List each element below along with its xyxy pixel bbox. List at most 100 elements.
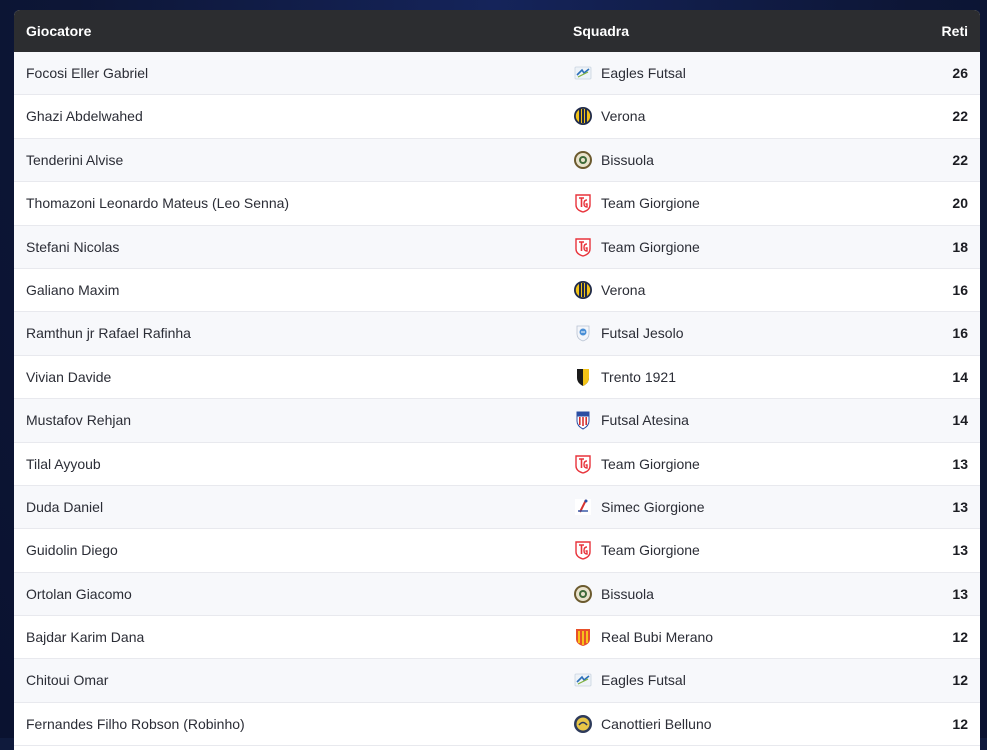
team-cell[interactable]: Team Giorgione (573, 540, 700, 561)
column-header-player[interactable]: Giocatore (26, 23, 92, 39)
goals-count: 14 (952, 368, 968, 385)
table-row[interactable]: Ortolan Giacomo Bissuola 13 (14, 572, 980, 617)
column-header-goals[interactable]: Reti (941, 23, 968, 39)
player-name[interactable]: Chitoui Omar (26, 672, 109, 689)
team-name[interactable]: Verona (601, 281, 646, 298)
team-cell[interactable]: Eagles Futsal (573, 63, 686, 83)
team-cell[interactable]: Trento 1921 (573, 367, 676, 387)
team-name[interactable]: Team Giorgione (601, 238, 700, 255)
player-name[interactable]: Mustafov Rehjan (26, 412, 132, 429)
player-name[interactable]: Thomazoni Leonardo Mateus (Leo Senna) (26, 195, 290, 212)
team-name[interactable]: Team Giorgione (601, 195, 700, 212)
table-row[interactable]: Stefani Nicolas Team Giorgione 18 (14, 225, 980, 269)
goals-count: 22 (952, 151, 968, 168)
goals-count: 16 (952, 281, 968, 298)
player-name[interactable]: Tenderini Alvise (26, 151, 124, 168)
team-cell[interactable]: Real Bubi Merano (573, 627, 713, 647)
player-name[interactable]: Focosi Eller Gabriel (26, 65, 149, 81)
table-row[interactable]: Tenderini Alvise Bissuola 22 (14, 138, 980, 183)
verona-logo-icon (573, 106, 593, 126)
goals-count: 26 (952, 65, 968, 81)
table-header: Giocatore Squadra Reti (14, 10, 980, 52)
team-name[interactable]: Canottieri Belluno (601, 715, 712, 732)
player-name[interactable]: Ghazi Abdelwahed (26, 108, 143, 125)
team-cell[interactable]: Team Giorgione (573, 454, 700, 474)
table-row[interactable]: Ramthun jr Rafael Rafinha Futsal Jesolo 16 (14, 312, 980, 356)
team-name[interactable]: Team Giorgione (601, 542, 700, 559)
team-giorgione-logo-icon (573, 237, 593, 257)
team-name[interactable]: Eagles Futsal (601, 65, 686, 81)
trento-logo-icon (573, 367, 593, 387)
team-name[interactable]: Bissuola (601, 151, 654, 168)
goals-count: 13 (952, 498, 968, 515)
player-name[interactable]: Guidolin Diego (26, 542, 118, 559)
table-row[interactable]: Thomazoni Leonardo Mateus (Leo Senna) Tea… (14, 182, 980, 226)
table-row[interactable]: Guidolin Diego Team Giorgione 13 (14, 529, 980, 573)
goals-count: 20 (952, 195, 968, 212)
table-row[interactable]: Bajdar Karim Dana Real Bubi Merano 12 (14, 616, 980, 660)
bissuola-logo-icon (573, 584, 593, 604)
table-row[interactable]: Fernandes Filho Robson (Robinho) Canottie… (14, 702, 980, 747)
verona-logo-icon (573, 280, 593, 300)
table-row[interactable]: Chitoui Omar Eagles Futsal 12 (14, 659, 980, 703)
table-row[interactable]: Tilal Ayyoub Team Giorgione 13 (14, 442, 980, 486)
goals-count: 22 (952, 108, 968, 125)
eagles-logo-icon (573, 670, 593, 690)
team-giorgione-logo-icon (573, 540, 593, 561)
team-giorgione-logo-icon (573, 454, 593, 474)
team-name[interactable]: Real Bubi Merano (601, 629, 714, 646)
team-cell[interactable]: Simec Giorgione (573, 497, 705, 517)
goals-count: 13 (952, 455, 968, 472)
player-name[interactable]: Ortolan Giacomo (26, 585, 132, 602)
team-cell[interactable]: Verona (573, 280, 645, 300)
team-cell[interactable]: Futsal Atesina (573, 410, 689, 430)
simec-logo-icon (573, 497, 593, 517)
team-giorgione-logo-icon (573, 193, 593, 213)
merano-logo-icon (573, 627, 593, 647)
goals-count: 14 (952, 412, 968, 429)
player-name[interactable]: Bajdar Karim Dana (26, 629, 145, 646)
goals-count: 12 (952, 672, 968, 689)
table-row[interactable]: Ghazi Abdelwahed Verona 22 (14, 95, 980, 139)
player-name[interactable]: Tilal Ayyoub (26, 455, 101, 472)
goals-count: 13 (952, 542, 968, 559)
team-name[interactable]: Team Giorgione (601, 455, 700, 472)
team-cell[interactable]: Bissuola (573, 150, 654, 170)
team-name[interactable]: Verona (601, 108, 646, 125)
bissuola-logo-icon (573, 150, 593, 170)
goals-count: 18 (952, 238, 968, 255)
player-name[interactable]: Stefani Nicolas (26, 238, 120, 255)
belluno-logo-icon (573, 714, 593, 734)
team-cell[interactable]: Canottieri Belluno (573, 714, 712, 734)
team-cell[interactable]: Team Giorgione (573, 237, 700, 257)
team-name[interactable]: Simec Giorgione (601, 498, 705, 515)
team-cell[interactable]: Eagles Futsal (573, 670, 686, 690)
jesolo-logo-icon (573, 323, 593, 343)
team-cell[interactable]: Futsal Jesolo (573, 323, 683, 343)
player-name[interactable]: Fernandes Filho Robson (Robinho) (26, 715, 245, 732)
team-cell[interactable]: Bissuola (573, 584, 654, 604)
team-name[interactable]: Futsal Jesolo (601, 325, 684, 342)
column-header-team[interactable]: Squadra (573, 23, 630, 39)
team-name[interactable]: Bissuola (601, 585, 654, 602)
table-row[interactable]: Mustafov Rehjan Futsal Atesina 14 (14, 399, 980, 443)
scorers-table: Giocatore Squadra Reti Focosi Eller Gabr… (14, 10, 980, 750)
player-name[interactable]: Duda Daniel (26, 498, 104, 515)
team-name[interactable]: Trento 1921 (601, 368, 676, 385)
table-row[interactable]: Duda Daniel Simec Giorgione 13 (14, 485, 980, 530)
team-cell[interactable]: Verona (573, 106, 645, 126)
player-name[interactable]: Ramthun jr Rafael Rafinha (26, 325, 191, 342)
player-name[interactable]: Vivian Davide (26, 368, 112, 385)
table-row[interactable]: Vivian Davide Trento 1921 14 (14, 355, 980, 400)
team-name[interactable]: Eagles Futsal (601, 672, 686, 689)
goals-count: 16 (952, 325, 968, 342)
player-name[interactable]: Galiano Maxim (26, 281, 120, 298)
atesina-logo-icon (573, 410, 593, 430)
goals-count: 13 (952, 585, 968, 602)
table-row[interactable]: Focosi Eller Gabriel Eagles Futsal 26 (14, 52, 980, 96)
table-row[interactable]: Galiano Maxim Verona 16 (14, 268, 980, 313)
table-body: Focosi Eller Gabriel Eagles Futsal 26 Ghazi… (14, 52, 980, 747)
team-cell[interactable]: Team Giorgione (573, 193, 700, 213)
team-name[interactable]: Futsal Atesina (601, 412, 689, 429)
goals-count: 12 (952, 715, 968, 732)
